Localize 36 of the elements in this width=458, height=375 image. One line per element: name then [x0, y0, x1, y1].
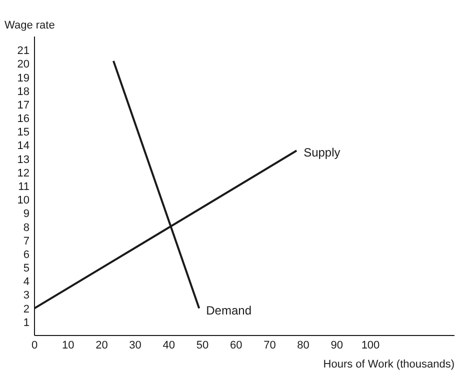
y-tick-label: 17 [17, 99, 30, 112]
y-tick-label: 4 [23, 276, 30, 288]
y-tick-label: 1 [23, 316, 30, 329]
y-tick-label: 8 [23, 222, 30, 234]
y-tick-label: 6 [23, 248, 30, 261]
y-tick-label: 11 [18, 181, 30, 193]
y-tick-label: 18 [17, 86, 30, 98]
y-tick-label: 14 [17, 140, 30, 152]
x-tick-label: 100 [361, 340, 380, 352]
y-tick-label: 15 [17, 126, 30, 139]
y-tick-label: 5 [23, 262, 30, 275]
y-tick-label: 10 [17, 194, 30, 207]
y-tick-label: 7 [23, 235, 30, 248]
series-label: Demand [206, 303, 252, 318]
x-tick-label: 70 [264, 340, 276, 352]
series-label: Supply [304, 146, 340, 160]
y-tick-label: 21 [17, 45, 30, 58]
y-tick-label: 13 [17, 154, 30, 166]
y-tick-label: 9 [23, 208, 30, 220]
x-tick-label: 20 [96, 340, 108, 352]
x-tick-label: 50 [196, 340, 209, 352]
x-tick-label: 60 [230, 340, 242, 352]
x-axis-title: Hours of Work (thousands) [323, 358, 455, 370]
x-tick-label: 0 [31, 340, 38, 352]
y-tick-label: 3 [23, 290, 30, 302]
x-tick-label: 90 [330, 340, 344, 352]
y-tick-label: 20 [17, 58, 30, 71]
y-tick-label: 2 [23, 303, 30, 316]
y-axis-title: Wage rate [4, 20, 55, 32]
y-tick-label: 16 [17, 113, 30, 126]
x-tick-label: 30 [129, 340, 142, 352]
y-tick-label: 19 [17, 72, 30, 84]
y-tick-label: 12 [17, 167, 30, 180]
x-tick-label: 80 [297, 340, 310, 352]
x-tick-label: 40 [162, 340, 176, 352]
x-tick-label: 10 [62, 340, 74, 352]
